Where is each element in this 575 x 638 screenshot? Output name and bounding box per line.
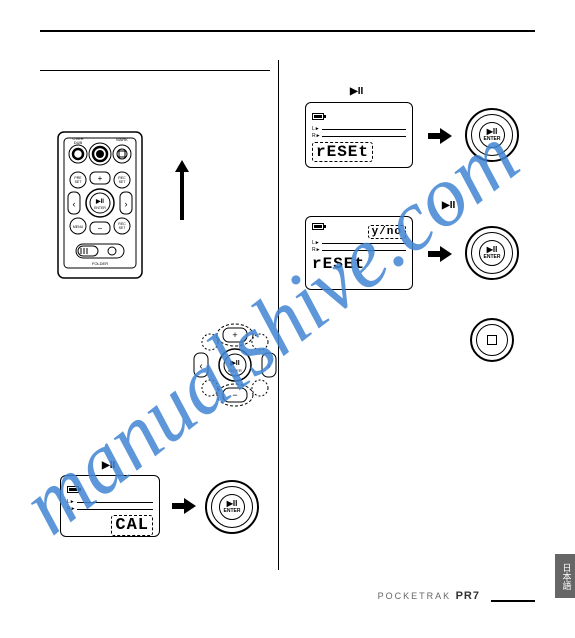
- lcd-yesno: y/no: [368, 225, 406, 239]
- svg-text:›: ›: [267, 361, 270, 372]
- svg-text:ENTER: ENTER: [228, 368, 242, 373]
- enter-label: ENTER: [224, 509, 241, 514]
- svg-text:+: +: [98, 174, 103, 183]
- lcd-text: rESEt: [312, 255, 365, 273]
- svg-text:›: ›: [125, 199, 128, 209]
- lcd-reset-1: L► R► rESEt: [305, 102, 413, 168]
- enter-button[interactable]: ▶IIENTER: [465, 108, 519, 162]
- footer-rule: [491, 600, 535, 602]
- column-divider: [278, 60, 279, 570]
- enter-label: ENTER: [484, 137, 501, 142]
- svg-text:▶II: ▶II: [95, 198, 104, 205]
- svg-text:SET: SET: [75, 180, 83, 184]
- arrow-right-icon: [172, 498, 196, 514]
- stop-button[interactable]: [470, 318, 514, 362]
- play-pause-icon: ▶II: [487, 246, 498, 254]
- enter-label: ENTER: [484, 255, 501, 260]
- svg-text:DUB: DUB: [74, 140, 83, 145]
- play-pause-icon: ▶II: [102, 460, 115, 471]
- lcd-text: CAL: [111, 515, 153, 536]
- brand-name: POCKETRAK: [378, 591, 452, 601]
- lcd-reset-2: y/no L► R► rESEt: [305, 216, 413, 290]
- svg-text:−: −: [232, 390, 237, 400]
- footer-brand: POCKETRAK PR7: [378, 590, 480, 602]
- l-label: L►: [312, 126, 322, 132]
- svg-text:‹: ‹: [199, 361, 202, 372]
- arrow-right-icon: [428, 246, 452, 262]
- svg-text:‹: ‹: [73, 199, 76, 209]
- dpad-illustration: + − ‹ › ▶II ENTER: [190, 320, 280, 410]
- brand-model: PR7: [456, 590, 480, 602]
- manual-page: OVER DUB MARK + − ‹ › ▶II ENTER PRE SET …: [40, 30, 535, 610]
- r-label: R►: [67, 506, 77, 512]
- svg-text:+: +: [232, 330, 237, 340]
- arrow-right-icon: [428, 128, 452, 144]
- svg-text:MENU: MENU: [73, 225, 84, 229]
- stop-icon: [487, 335, 497, 345]
- r-label: R►: [312, 247, 322, 253]
- play-pause-icon: ▶II: [442, 200, 455, 211]
- play-pause-icon: ▶II: [487, 128, 498, 136]
- section-rule: [40, 70, 270, 71]
- lcd-cal: L► R► CAL: [60, 475, 160, 537]
- svg-text:MARK: MARK: [116, 137, 128, 142]
- battery-icon: [67, 486, 79, 493]
- arrow-up-icon: [175, 160, 189, 220]
- svg-text:SET: SET: [119, 180, 127, 184]
- lcd-text: rESEt: [312, 142, 373, 162]
- l-label: L►: [67, 499, 77, 505]
- svg-text:▶II: ▶II: [229, 360, 239, 367]
- top-rule: [40, 30, 535, 32]
- device-illustration: OVER DUB MARK + − ‹ › ▶II ENTER PRE SET …: [50, 130, 150, 280]
- play-pause-icon: ▶II: [227, 500, 238, 508]
- svg-text:ENTER: ENTER: [94, 206, 106, 210]
- enter-button[interactable]: ▶IIENTER: [465, 226, 519, 280]
- enter-button[interactable]: ▶IIENTER: [205, 480, 259, 534]
- svg-text:SET: SET: [119, 226, 127, 230]
- battery-icon: [312, 113, 324, 120]
- battery-icon: [312, 223, 324, 230]
- language-tab[interactable]: 日本語: [555, 554, 575, 598]
- l-label: L►: [312, 240, 322, 246]
- r-label: R►: [312, 133, 322, 139]
- svg-text:−: −: [98, 224, 103, 233]
- svg-text:FOLDER: FOLDER: [92, 261, 108, 266]
- play-pause-icon: ▶II: [350, 86, 363, 97]
